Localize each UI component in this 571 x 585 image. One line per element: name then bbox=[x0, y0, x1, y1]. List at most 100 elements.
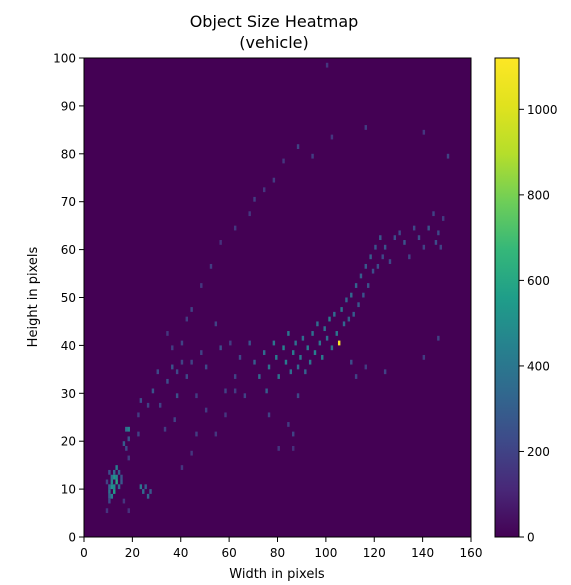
heatmap-cell bbox=[127, 455, 130, 461]
heatmap-cell bbox=[422, 244, 426, 250]
heatmap-cell bbox=[304, 369, 307, 375]
colorbar-tick-label: 400 bbox=[527, 359, 550, 373]
heatmap-cell bbox=[316, 321, 319, 327]
heatmap-cell bbox=[195, 393, 198, 399]
y-tick-label: 20 bbox=[61, 435, 76, 449]
heatmap-cell bbox=[292, 350, 295, 355]
heatmap-cell bbox=[110, 484, 114, 490]
heatmap-cell bbox=[171, 345, 174, 351]
heatmap-cell bbox=[369, 254, 372, 260]
x-tick-label: 80 bbox=[270, 546, 285, 560]
heatmap-cell bbox=[328, 316, 331, 322]
heatmap-cell bbox=[347, 316, 351, 322]
y-axis-ticks: 0 10 20 30 40 50 60 70 80 90 100 bbox=[53, 52, 84, 545]
heatmap-cell bbox=[437, 335, 440, 341]
heatmap-cell bbox=[364, 125, 367, 130]
heatmap-cell bbox=[371, 268, 375, 274]
heatmap-cell bbox=[412, 225, 416, 231]
heatmap-cell bbox=[190, 307, 193, 312]
heatmap-cell bbox=[434, 240, 438, 245]
x-tick-label: 20 bbox=[125, 546, 140, 560]
heatmap-cell bbox=[337, 340, 341, 346]
heatmap-cell bbox=[352, 311, 355, 317]
heatmap-cell bbox=[427, 225, 430, 231]
x-tick-label: 40 bbox=[173, 546, 188, 560]
heatmap-cell bbox=[115, 465, 118, 470]
heatmap-cell bbox=[262, 350, 266, 355]
heatmap-cell bbox=[374, 244, 377, 250]
x-tick-label: 160 bbox=[460, 546, 483, 560]
x-tick-label: 100 bbox=[314, 546, 337, 560]
heatmap-cell bbox=[333, 311, 336, 317]
heatmap-cell bbox=[340, 307, 343, 312]
heatmap-cell bbox=[422, 354, 426, 360]
heatmap-cell bbox=[408, 254, 411, 260]
heatmap-cell bbox=[323, 326, 326, 332]
heatmap-cell bbox=[117, 484, 121, 490]
heatmap-cell bbox=[173, 417, 176, 423]
chart-subtitle: (vehicle) bbox=[239, 33, 308, 52]
heatmap-cell bbox=[262, 187, 266, 193]
heatmap-cell bbox=[120, 474, 123, 480]
heatmap-cell bbox=[204, 407, 208, 413]
colorbar-tick-label: 0 bbox=[527, 531, 535, 545]
y-tick-label: 80 bbox=[61, 147, 76, 161]
heatmap-cell bbox=[190, 359, 193, 365]
heatmap-cell bbox=[163, 426, 167, 432]
heatmap-cell bbox=[229, 340, 232, 346]
heatmap-cell bbox=[127, 426, 130, 432]
heatmap-cell bbox=[185, 374, 189, 379]
heatmap-cell bbox=[214, 431, 218, 437]
heatmap-cell bbox=[272, 177, 276, 183]
heatmap-cell bbox=[439, 244, 442, 250]
heatmap-cell bbox=[330, 345, 334, 351]
heatmap-cell bbox=[139, 398, 143, 403]
heatmap-cell bbox=[113, 474, 116, 480]
y-tick-label: 60 bbox=[61, 243, 76, 257]
colorbar bbox=[495, 58, 519, 537]
heatmap-cell bbox=[446, 153, 450, 159]
heatmap-cell bbox=[350, 292, 353, 298]
heatmap-cell bbox=[383, 369, 387, 375]
heatmap-cell bbox=[350, 359, 353, 365]
heatmap-cell bbox=[204, 364, 208, 370]
heatmap-cell bbox=[219, 345, 222, 351]
heatmap-cell bbox=[364, 263, 367, 269]
heatmap-cell bbox=[287, 422, 290, 427]
x-axis-ticks: 0 20 40 60 80 100 120 140 160 bbox=[80, 537, 482, 560]
x-tick-label: 120 bbox=[363, 546, 386, 560]
heatmap-cell bbox=[108, 469, 111, 475]
heatmap-cell bbox=[200, 283, 203, 288]
heatmap-cell bbox=[301, 335, 305, 341]
heatmap-cell bbox=[110, 493, 114, 499]
heatmap-cell bbox=[272, 340, 276, 346]
heatmap-cell bbox=[311, 153, 314, 159]
x-tick-label: 0 bbox=[80, 546, 88, 560]
heatmap-cell bbox=[151, 388, 155, 394]
heatmap-cell bbox=[354, 374, 358, 379]
heatmap-cell bbox=[224, 388, 227, 394]
y-tick-label: 40 bbox=[61, 339, 76, 353]
heatmap-cell bbox=[294, 340, 297, 346]
y-tick-label: 50 bbox=[61, 291, 76, 305]
heatmap-cell bbox=[296, 364, 300, 370]
heatmap-cell bbox=[190, 450, 193, 456]
heatmap-cell bbox=[441, 216, 445, 221]
heatmap-cell bbox=[313, 350, 317, 355]
heatmap-cell bbox=[383, 244, 387, 250]
heatmap-cell bbox=[292, 445, 295, 451]
heatmap-cell bbox=[277, 445, 280, 451]
heatmap-cell bbox=[253, 359, 256, 365]
heatmap-cell bbox=[117, 469, 121, 475]
heatmap-cell bbox=[120, 479, 123, 485]
colorbar-tick-label: 800 bbox=[527, 188, 550, 202]
heatmap-cell bbox=[233, 225, 237, 231]
heatmap-cell bbox=[146, 402, 150, 408]
heatmap-cell bbox=[158, 402, 162, 408]
heatmap-cell bbox=[376, 263, 380, 269]
colorbar-frame bbox=[494, 57, 520, 538]
heatmap-cell bbox=[180, 465, 184, 470]
heatmap-cell bbox=[437, 230, 440, 236]
heatmap-cell bbox=[171, 364, 174, 370]
heatmap-cell bbox=[144, 484, 147, 490]
